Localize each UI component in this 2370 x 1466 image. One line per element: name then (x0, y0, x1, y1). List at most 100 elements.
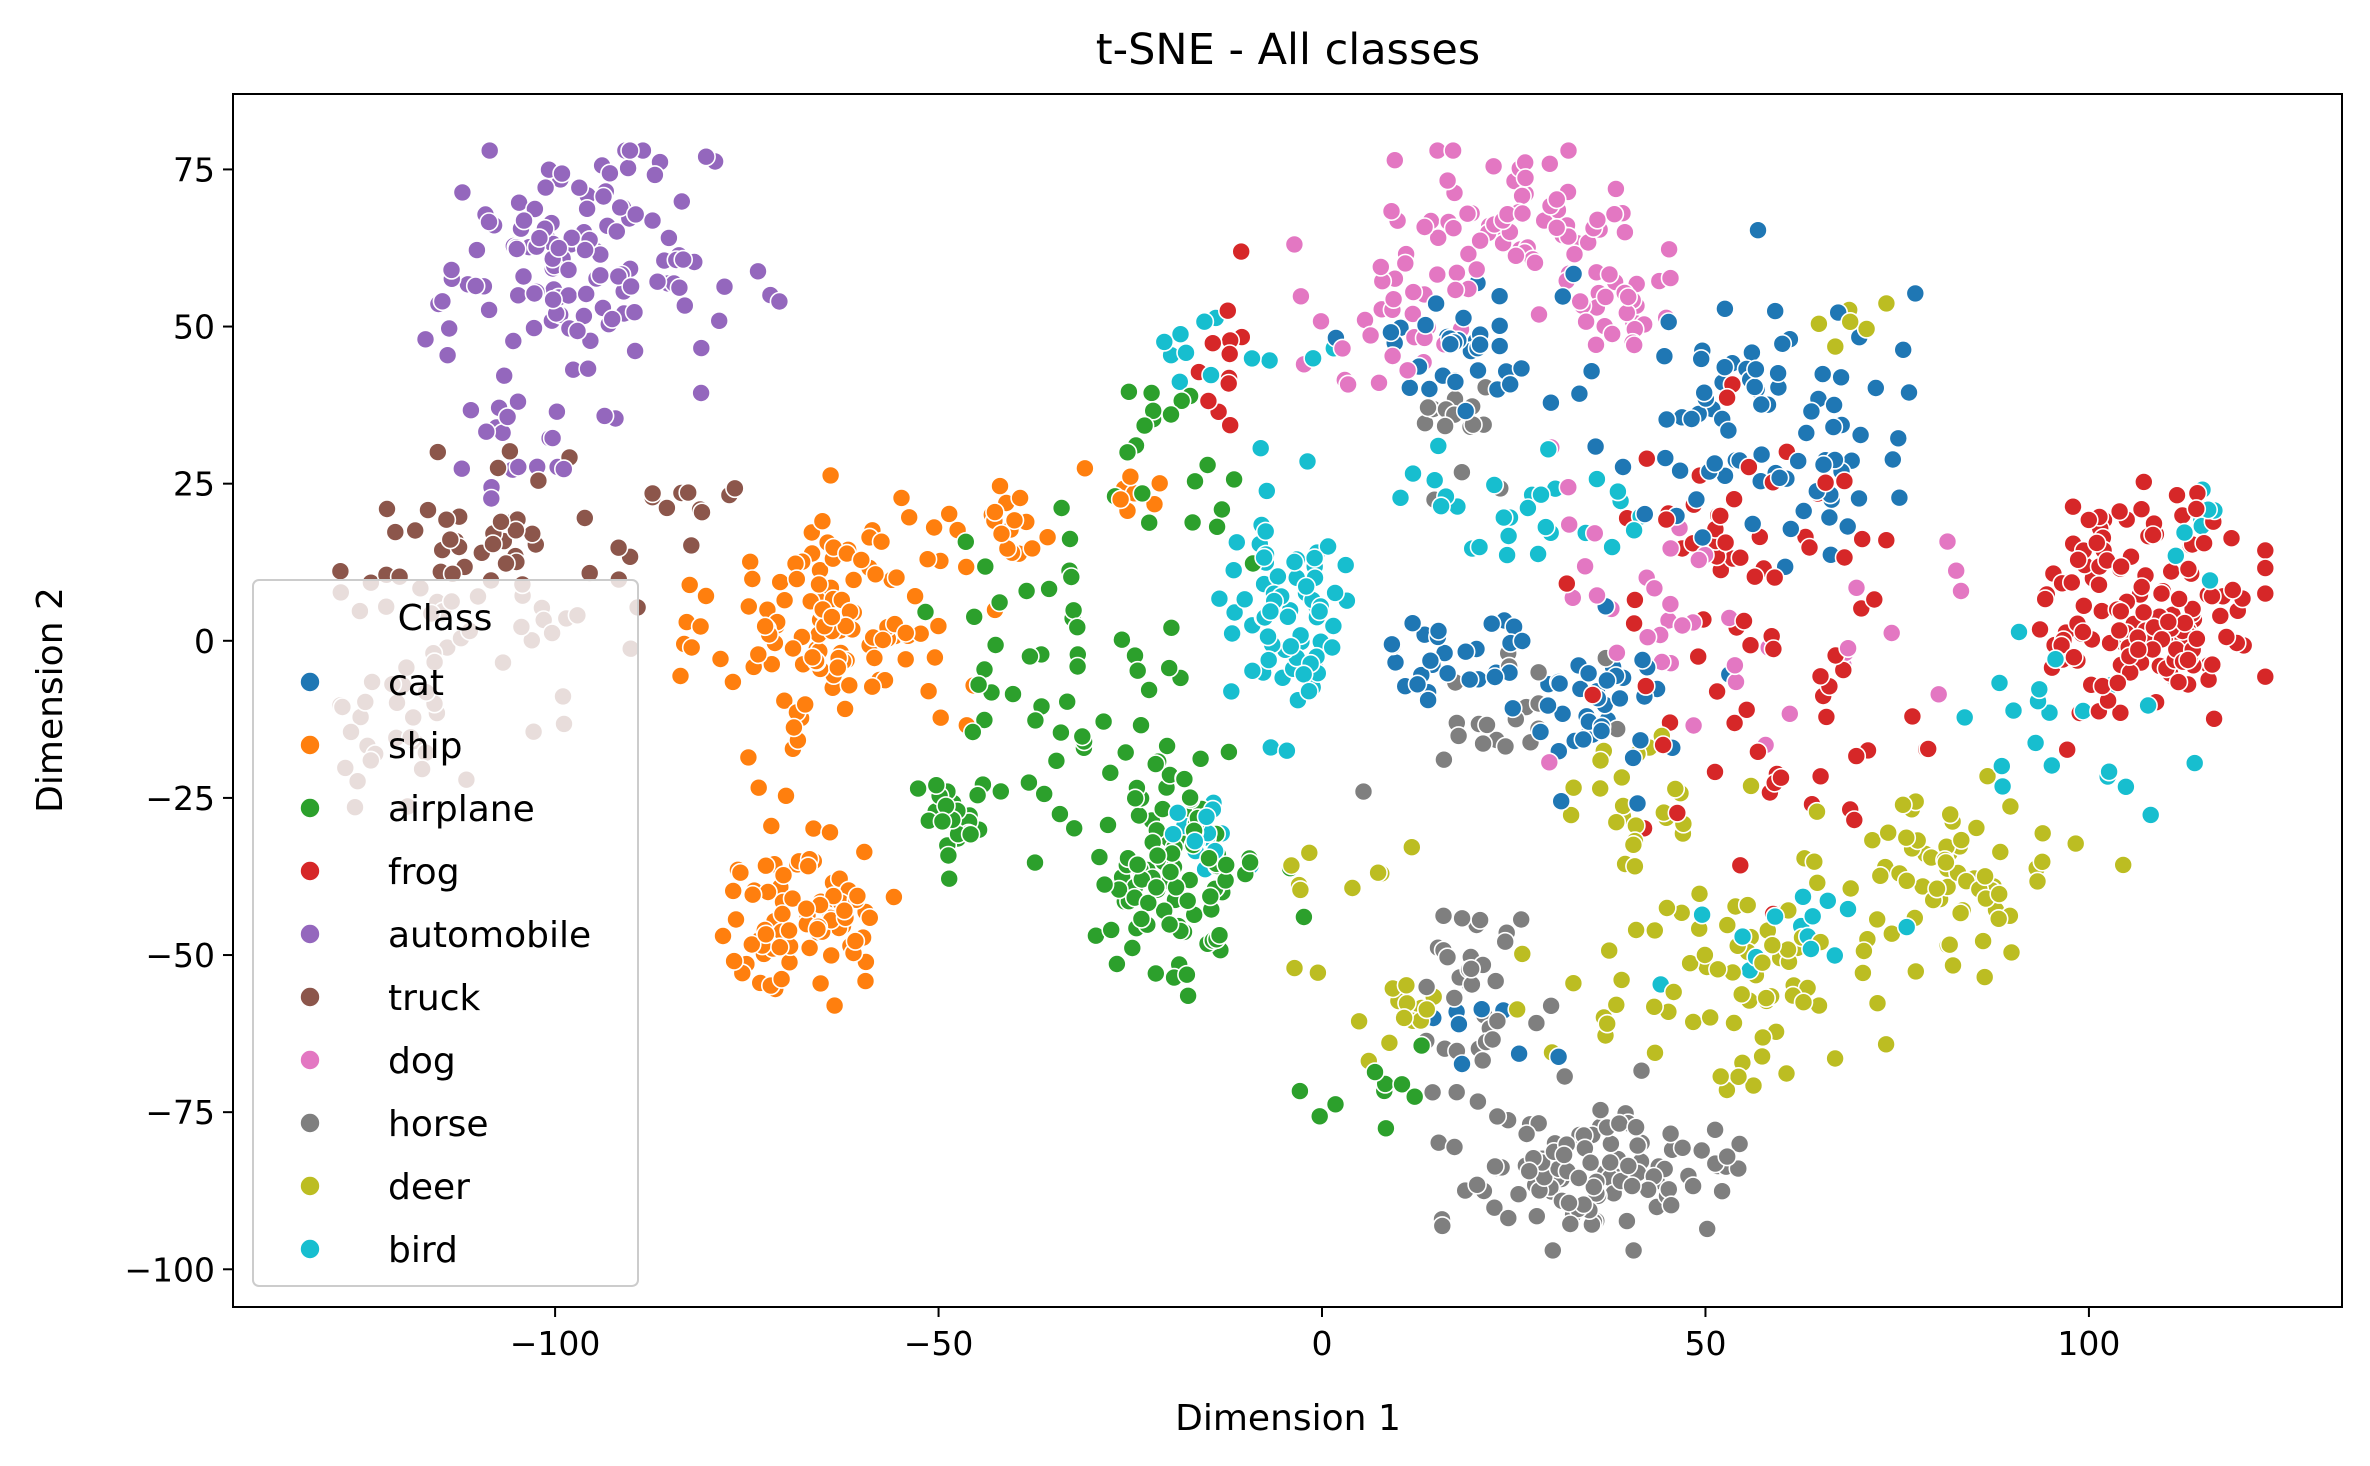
point-ship (770, 572, 791, 592)
point-frog (1724, 713, 1745, 733)
point-dog (1443, 218, 1464, 238)
point-truck (488, 458, 508, 478)
point-truck (483, 534, 503, 554)
point-dog (1607, 642, 1627, 663)
point-cat (1585, 436, 1606, 457)
point-bird (1281, 636, 1301, 657)
point-automobile (552, 163, 572, 184)
point-cat (1635, 504, 1655, 524)
point-automobile (602, 309, 623, 329)
point-automobile (497, 407, 518, 427)
y-axis-label: Dimension 2 (30, 587, 71, 813)
point-deer (1563, 973, 1584, 994)
point-truck (500, 441, 520, 462)
point-cat (1437, 663, 1458, 684)
point-frog (1844, 810, 1865, 830)
point-automobile (625, 204, 646, 225)
point-cat (1382, 634, 1402, 655)
point-horse (1446, 1082, 1467, 1102)
point-bird (1154, 332, 1175, 352)
point-airplane (1107, 954, 1127, 974)
point-deer (1708, 959, 1728, 980)
point-cat (1824, 395, 1844, 415)
point-cat (1788, 451, 1808, 471)
point-cat (1718, 420, 1739, 441)
point-ship (681, 637, 702, 658)
point-horse (1516, 1124, 1537, 1144)
point-truck (427, 442, 448, 462)
point-dog (1660, 538, 1681, 559)
point-ship (670, 666, 691, 686)
point-dog (1726, 672, 1746, 692)
point-frog (1707, 681, 1727, 702)
point-bird (1209, 588, 1230, 609)
point-cat (1549, 673, 1570, 694)
point-horse (1729, 1134, 1750, 1154)
point-horse (1528, 662, 1549, 683)
point-bird (1802, 906, 1823, 927)
point-truck (678, 482, 699, 503)
point-automobile (621, 276, 641, 297)
point-deer (2032, 823, 2053, 844)
point-bird (1255, 521, 1276, 542)
legend: Class cat ship airplane frog automobile truck… (252, 579, 639, 1287)
point-dog (1447, 262, 1467, 283)
point-cat (1591, 721, 1612, 741)
point-airplane (1290, 1081, 1310, 1101)
point-frog (2221, 528, 2242, 549)
point-deer (1862, 830, 1883, 851)
point-automobile (691, 338, 712, 358)
point-bird (1234, 589, 1255, 610)
point-horse (1712, 1181, 1732, 1201)
point-bird (1825, 945, 1845, 966)
point-cat (1768, 363, 1788, 384)
point-frog (1717, 387, 1737, 408)
point-automobile (618, 158, 638, 178)
point-ship (799, 938, 820, 958)
point-deer (1606, 994, 1627, 1015)
point-ship (865, 564, 886, 585)
point-deer (1876, 293, 1897, 314)
point-airplane (989, 592, 1010, 613)
point-frog (1748, 741, 1768, 762)
point-frog (1876, 530, 1897, 551)
point-airplane (1180, 787, 1200, 808)
point-dog (1291, 286, 1311, 307)
point-dog (1575, 556, 1595, 577)
point-dog (1369, 372, 1389, 393)
point-bird (2029, 679, 2050, 700)
point-cat (1837, 516, 1858, 537)
point-frog (1653, 735, 1673, 755)
legend-label-frog: frog (388, 852, 460, 893)
point-ship (845, 931, 866, 951)
point-truck (385, 522, 406, 542)
point-dog (1846, 577, 1867, 598)
point-frog (1203, 333, 1223, 354)
point-automobile (437, 345, 458, 366)
point-ship (809, 574, 829, 595)
point-airplane (1094, 874, 1115, 895)
y-tick-label: 25 (173, 465, 215, 504)
point-deer (1753, 1027, 1773, 1048)
point-cat (1500, 374, 1520, 395)
point-deer (2032, 851, 2053, 872)
point-horse (1541, 995, 1561, 1016)
point-bird (2099, 761, 2119, 782)
point-automobile (481, 488, 502, 509)
point-deer (1737, 895, 1758, 915)
point-horse (1728, 1158, 1749, 1179)
point-airplane (1139, 512, 1159, 533)
point-truck (681, 535, 702, 556)
point-airplane (990, 781, 1011, 802)
point-frog (2202, 654, 2223, 675)
point-cat (1597, 670, 1617, 691)
point-airplane (1174, 769, 1195, 789)
point-deer (1853, 963, 1873, 983)
point-airplane (938, 845, 959, 866)
point-automobile (543, 289, 563, 310)
point-deer (1927, 878, 1947, 899)
point-ship (783, 638, 803, 659)
point-airplane (1089, 847, 1110, 867)
point-deer (1284, 958, 1305, 978)
point-truck (692, 502, 712, 523)
